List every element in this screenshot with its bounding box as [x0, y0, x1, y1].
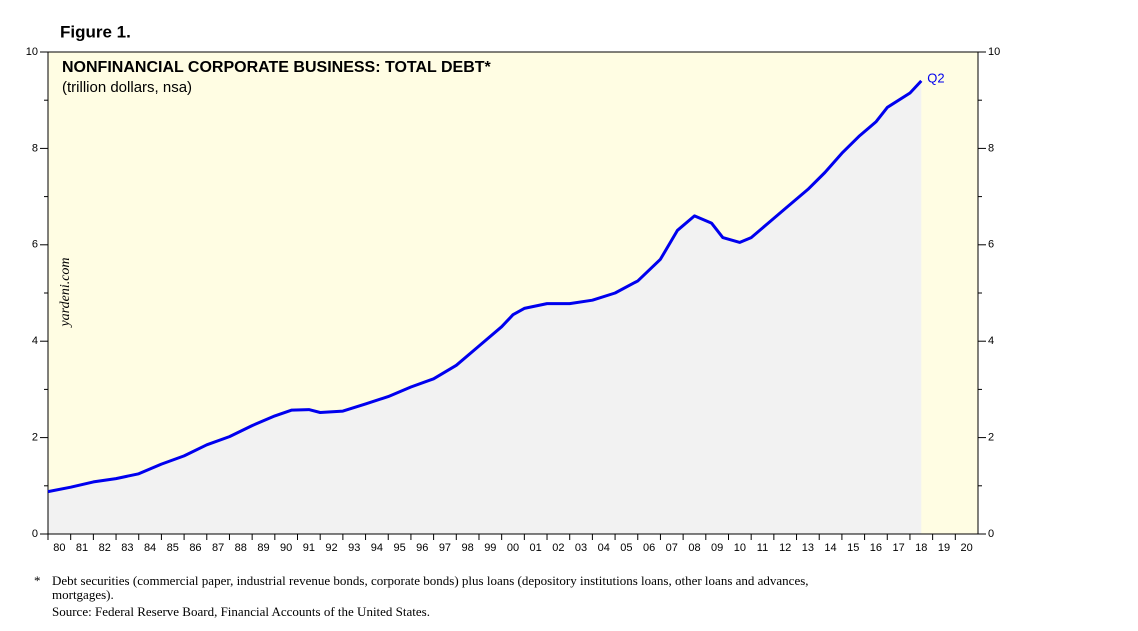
x-tick-label: 18 [915, 542, 927, 554]
x-tick-label: 88 [235, 542, 247, 554]
y-tick-label-right: 4 [988, 335, 994, 347]
footnote-marker: * [34, 573, 41, 588]
x-tick-label: 96 [416, 542, 428, 554]
chart-title: NONFINANCIAL CORPORATE BUSINESS: TOTAL D… [62, 59, 492, 76]
y-tick-label-right: 2 [988, 432, 994, 444]
x-tick-label: 83 [121, 542, 133, 554]
x-tick-label: 94 [371, 542, 383, 554]
x-tick-label: 07 [666, 542, 678, 554]
x-tick-label: 98 [462, 542, 474, 554]
x-tick-label: 80 [53, 542, 65, 554]
x-tick-label: 10 [734, 542, 746, 554]
x-tick-label: 84 [144, 542, 156, 554]
x-tick-label: 95 [393, 542, 405, 554]
x-tick-label: 91 [303, 542, 315, 554]
x-tick-label: 90 [280, 542, 292, 554]
x-tick-label: 14 [824, 542, 836, 554]
y-tick-label-left: 8 [32, 142, 38, 154]
x-tick-label: 08 [688, 542, 700, 554]
chart-subtitle: (trillion dollars, nsa) [62, 79, 192, 96]
x-tick-label: 00 [507, 542, 519, 554]
x-tick-label: 04 [598, 542, 610, 554]
y-tick-label-right: 0 [988, 528, 994, 540]
x-tick-label: 17 [892, 542, 904, 554]
x-tick-label: 97 [439, 542, 451, 554]
x-tick-label: 13 [802, 542, 814, 554]
x-tick-label: 99 [484, 542, 496, 554]
x-tick-label: 86 [189, 542, 201, 554]
y-tick-label-left: 4 [32, 335, 38, 347]
x-tick-label: 20 [961, 542, 973, 554]
x-tick-label: 12 [779, 542, 791, 554]
x-tick-label: 85 [167, 542, 179, 554]
data-line [47, 79, 923, 494]
x-tick-label: 19 [938, 542, 950, 554]
y-tick-label-left: 2 [32, 432, 38, 444]
x-tick-label: 16 [870, 542, 882, 554]
x-tick-label: 09 [711, 542, 723, 554]
y-tick-label-right: 8 [988, 142, 994, 154]
x-tick-label: 06 [643, 542, 655, 554]
x-tick-label: 93 [348, 542, 360, 554]
y-tick-label-left: 0 [32, 528, 38, 540]
watermark: yardeni.com [58, 257, 73, 328]
x-tick-label: 89 [257, 542, 269, 554]
x-tick-label: 15 [847, 542, 859, 554]
y-tick-label-left: 10 [26, 46, 38, 58]
x-tick-label: 92 [325, 542, 337, 554]
x-tick-label: 82 [99, 542, 111, 554]
footnote-line: Debt securities (commercial paper, indus… [52, 573, 809, 588]
figure-label: Figure 1. [60, 22, 131, 41]
x-tick-label: 81 [76, 542, 88, 554]
x-tick-label: 87 [212, 542, 224, 554]
x-tick-label: 05 [620, 542, 632, 554]
annotation: Q2 [927, 70, 944, 85]
x-tick-label: 11 [757, 542, 768, 554]
source: Source: Federal Reserve Board, Financial… [52, 604, 430, 619]
y-tick-label-right: 6 [988, 239, 994, 251]
y-tick-label-right: 10 [988, 46, 1000, 58]
x-tick-label: 02 [552, 542, 564, 554]
x-tick-label: 03 [575, 542, 587, 554]
x-tick-label: 01 [530, 542, 542, 554]
footnote-line: mortgages). [52, 587, 114, 602]
y-tick-label-left: 6 [32, 239, 38, 251]
